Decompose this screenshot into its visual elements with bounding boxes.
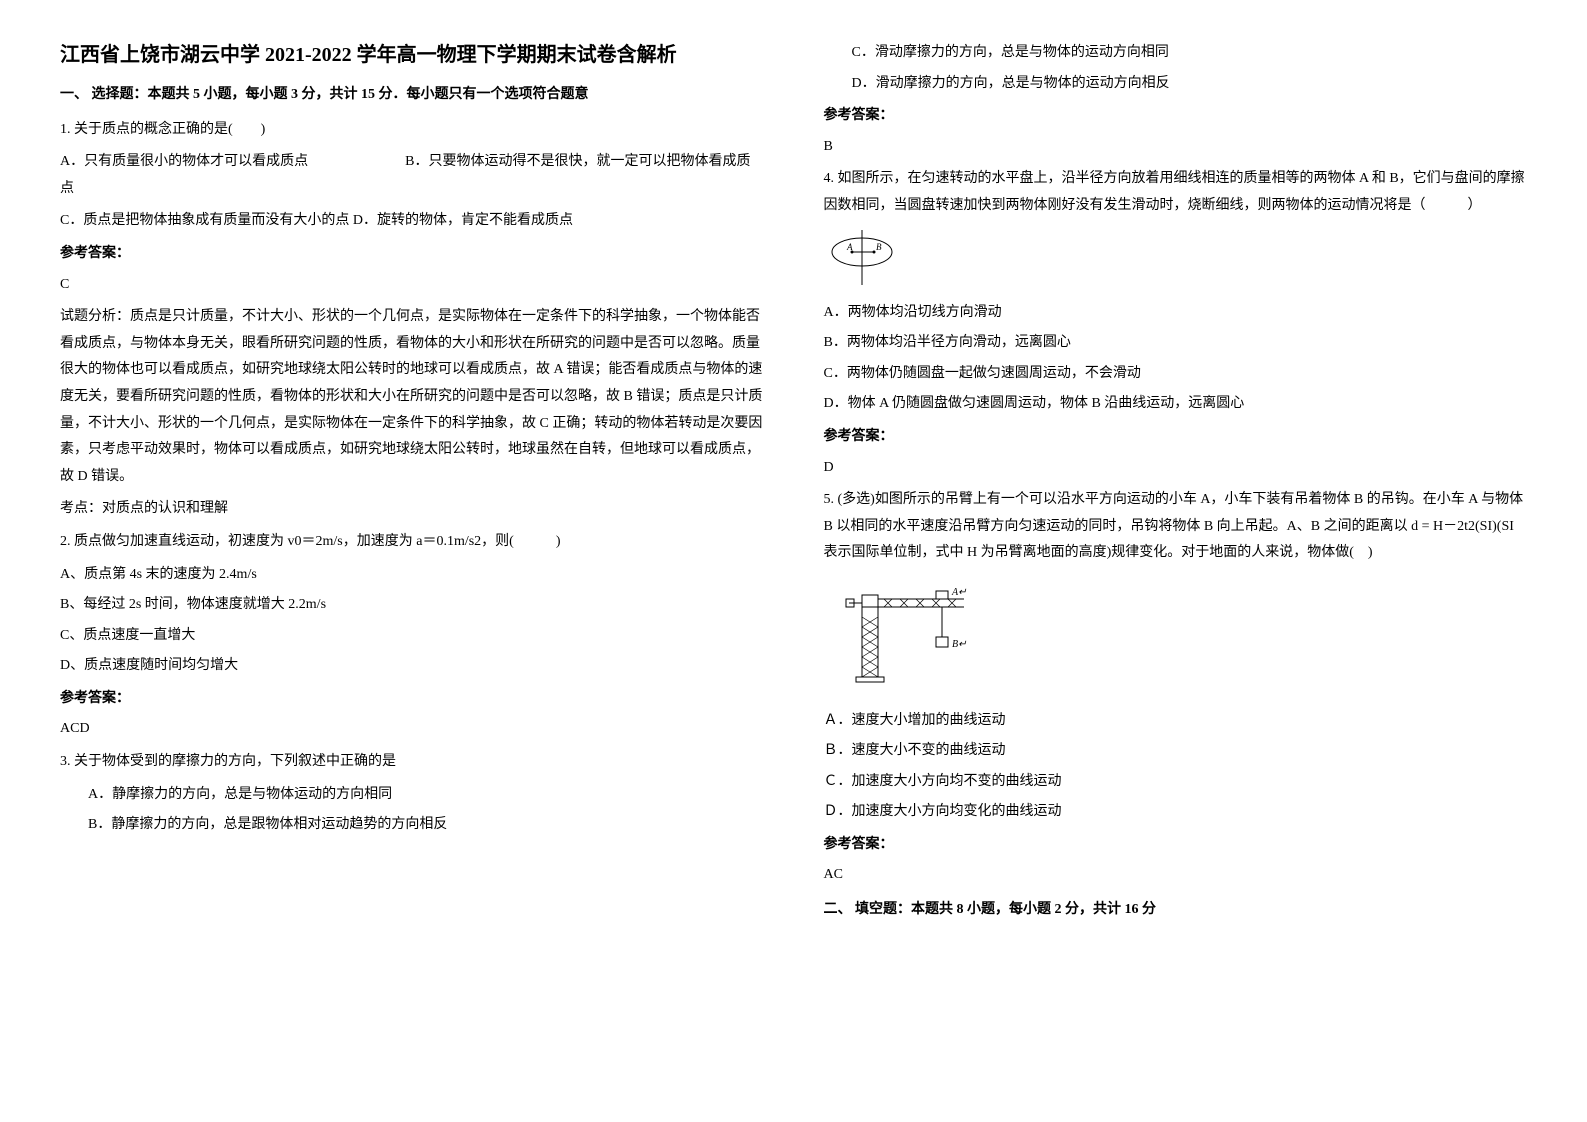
q1-stem: 1. 关于质点的概念正确的是( ) bbox=[60, 117, 764, 144]
q1-optCD: C．质点是把物体抽象成有质量而没有大小的点 D．旋转的物体，肯定不能看成质点 bbox=[60, 208, 764, 235]
section-b-header: 二、 填空题：本题共 8 小题，每小题 2 分，共计 16 分 bbox=[824, 897, 1528, 924]
q3-answer-label: 参考答案： bbox=[824, 103, 1528, 130]
disk-diagram-svg: A B bbox=[824, 230, 904, 290]
q4-options: A．两物体均沿切线方向滑动 B．两物体均沿半径方向滑动，远离圆心 C．两物体仍随… bbox=[824, 300, 1528, 418]
q2-optC: C、质点速度一直增大 bbox=[60, 623, 764, 650]
q1-answer-label: 参考答案： bbox=[60, 241, 764, 268]
right-column: C．滑动摩擦力的方向，总是与物体的运动方向相同 D．滑动摩擦力的方向，总是与物体… bbox=[824, 40, 1528, 932]
q1-explanation-2: 考点：对质点的认识和理解 bbox=[60, 496, 764, 523]
q4-answer: D bbox=[824, 455, 1528, 482]
q1-options-row1: A．只有质量很小的物体才可以看成质点 B．只要物体运动得不是很快，就一定可以把物… bbox=[60, 149, 764, 202]
q2-answer: ACD bbox=[60, 716, 764, 743]
crane-diagram-svg: A↵ B↵ bbox=[844, 577, 994, 687]
section-a-header: 一、 选择题：本题共 5 小题，每小题 3 分，共计 15 分．每小题只有一个选… bbox=[60, 82, 764, 109]
q3-options-left: A．静摩擦力的方向，总是与物体运动的方向相同 B．静摩擦力的方向，总是跟物体相对… bbox=[60, 782, 764, 839]
q5-optB: Ｂ．速度大小不变的曲线运动 bbox=[824, 738, 1528, 765]
q2-answer-label: 参考答案： bbox=[60, 686, 764, 713]
q3-optD: D．滑动摩擦力的方向，总是与物体的运动方向相反 bbox=[852, 71, 1528, 98]
q5-options: Ａ．速度大小增加的曲线运动 Ｂ．速度大小不变的曲线运动 Ｃ．加速度大小方向均不变… bbox=[824, 708, 1528, 826]
q1-optA: A．只有质量很小的物体才可以看成质点 bbox=[60, 154, 308, 169]
q3-stem: 3. 关于物体受到的摩擦力的方向，下列叙述中正确的是 bbox=[60, 749, 764, 776]
q4-optD: D．物体 A 仍随圆盘做匀速圆周运动，物体 B 沿曲线运动，远离圆心 bbox=[824, 391, 1528, 418]
q5-optD: Ｄ．加速度大小方向均变化的曲线运动 bbox=[824, 799, 1528, 826]
q4-stem: 4. 如图所示，在匀速转动的水平盘上，沿半径方向放着用细线相连的质量相等的两物体… bbox=[824, 166, 1528, 219]
q5-diagram: A↵ B↵ bbox=[844, 577, 1528, 698]
q2-optA: A、质点第 4s 末的速度为 2.4m/s bbox=[60, 562, 764, 589]
crane-label-a: A↵ bbox=[951, 587, 967, 598]
q1-answer: C bbox=[60, 272, 764, 299]
q2-optD: D、质点速度随时间均匀增大 bbox=[60, 653, 764, 680]
q2-options: A、质点第 4s 末的速度为 2.4m/s B、每经过 2s 时间，物体速度就增… bbox=[60, 562, 764, 680]
q1-explanation-1: 试题分析：质点是只计质量，不计大小、形状的一个几何点，是实际物体在一定条件下的科… bbox=[60, 304, 764, 490]
crane-label-b: B↵ bbox=[952, 639, 967, 650]
q4-answer-label: 参考答案： bbox=[824, 424, 1528, 451]
q3-optC: C．滑动摩擦力的方向，总是与物体的运动方向相同 bbox=[852, 40, 1528, 67]
q4-optB: B．两物体均沿半径方向滑动，远离圆心 bbox=[824, 330, 1528, 357]
q4-diagram: A B bbox=[824, 230, 1528, 290]
q3-options-right: C．滑动摩擦力的方向，总是与物体的运动方向相同 D．滑动摩擦力的方向，总是与物体… bbox=[824, 40, 1528, 97]
left-column: 江西省上饶市湖云中学 2021-2022 学年高一物理下学期期末试卷含解析 一、… bbox=[60, 40, 764, 932]
q3-answer: B bbox=[824, 134, 1528, 161]
q2-stem: 2. 质点做匀加速直线运动，初速度为 v0＝2m/s，加速度为 a＝0.1m/s… bbox=[60, 529, 764, 556]
disk-label-b: B bbox=[876, 242, 882, 252]
q5-stem: 5. (多选)如图所示的吊臂上有一个可以沿水平方向运动的小车 A，小车下装有吊着… bbox=[824, 487, 1528, 567]
q5-answer: AC bbox=[824, 862, 1528, 889]
q5-optC: Ｃ．加速度大小方向均不变的曲线运动 bbox=[824, 769, 1528, 796]
q2-optB: B、每经过 2s 时间，物体速度就增大 2.2m/s bbox=[60, 592, 764, 619]
q3-optB: B．静摩擦力的方向，总是跟物体相对运动趋势的方向相反 bbox=[88, 812, 764, 839]
q3-optA: A．静摩擦力的方向，总是与物体运动的方向相同 bbox=[88, 782, 764, 809]
disk-label-a: A bbox=[846, 242, 853, 252]
document-title: 江西省上饶市湖云中学 2021-2022 学年高一物理下学期期末试卷含解析 bbox=[60, 40, 764, 70]
q5-optA: Ａ．速度大小增加的曲线运动 bbox=[824, 708, 1528, 735]
q4-optA: A．两物体均沿切线方向滑动 bbox=[824, 300, 1528, 327]
q5-answer-label: 参考答案： bbox=[824, 832, 1528, 859]
q4-optC: C．两物体仍随圆盘一起做匀速圆周运动，不会滑动 bbox=[824, 361, 1528, 388]
